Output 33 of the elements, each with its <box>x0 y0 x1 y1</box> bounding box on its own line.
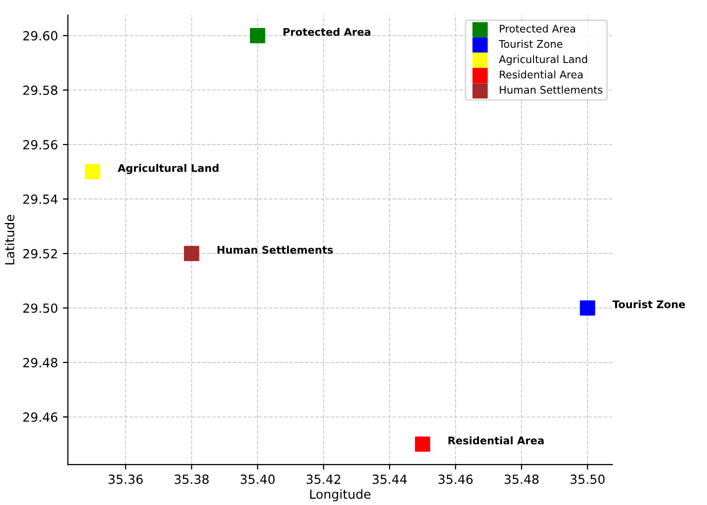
legend-label: Human Settlements <box>500 86 602 94</box>
x-tick-label: 35.42 <box>306 474 340 484</box>
x-tick-label: 35.44 <box>372 474 407 484</box>
legend-label: Protected Area <box>500 24 576 33</box>
y-axis-title: Latitude <box>4 214 14 264</box>
y-tick-label: 29.50 <box>23 303 58 313</box>
legend-label: Agricultural Land <box>498 55 587 66</box>
point <box>250 28 266 44</box>
y-tick-label: 29.54 <box>23 194 58 204</box>
y-tick-label: 29.52 <box>23 248 57 258</box>
x-tick-label: 35.48 <box>504 474 539 484</box>
x-tick-label: 35.40 <box>240 474 275 484</box>
x-tick-label: 35.46 <box>438 474 473 484</box>
y-tick-label: 29.60 <box>23 31 58 41</box>
point <box>184 246 200 262</box>
y-tick-label: 29.46 <box>23 412 58 422</box>
point <box>414 436 430 452</box>
annotation: Human Settlements <box>218 246 333 254</box>
annotation: Residential Area <box>448 436 544 444</box>
point <box>84 164 100 180</box>
x-tick-label: 35.38 <box>174 474 209 484</box>
x-tick-label: 35.50 <box>570 474 605 484</box>
y-tick-label: 29.56 <box>23 140 58 150</box>
x-axis-title: Longitude <box>310 489 370 502</box>
point <box>580 300 596 316</box>
x-tick-label: 35.36 <box>108 474 143 484</box>
legend-label: Residential Area <box>500 70 583 78</box>
y-tick-label: 29.58 <box>23 86 58 95</box>
legend-label: Tourist Zone <box>498 40 562 48</box>
annotation: Protected Area <box>284 28 370 36</box>
annotation: Tourist Zone <box>612 300 686 308</box>
y-tick-label: 29.48 <box>23 358 58 368</box>
annotation: Agricultural Land <box>118 164 218 174</box>
